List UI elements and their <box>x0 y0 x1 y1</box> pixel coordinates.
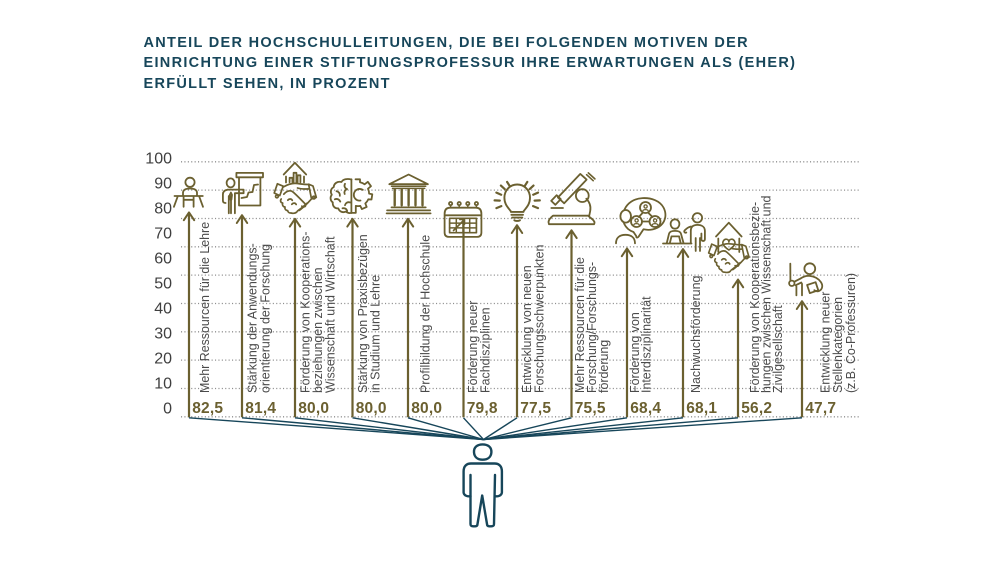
svg-text:80,0: 80,0 <box>356 400 387 417</box>
svg-text:70: 70 <box>154 225 172 242</box>
svg-text:80,0: 80,0 <box>411 400 442 417</box>
svg-text:Interdisziplinarität: Interdisziplinarität <box>639 296 654 393</box>
svg-text:Mehr Ressourcen für die Lehre: Mehr Ressourcen für die Lehre <box>197 222 212 393</box>
svg-text:Mehr Ressourcen für die: Mehr Ressourcen für die <box>572 257 587 393</box>
svg-text:hungen zwischen Wissenschaft u: hungen zwischen Wissenschaft und <box>758 196 773 393</box>
svg-text:Förderung von Kooperations-: Förderung von Kooperations- <box>298 232 313 394</box>
svg-text:Wissenschaft und Wirtschaft: Wissenschaft und Wirtschaft <box>323 236 338 393</box>
svg-text:56,2: 56,2 <box>741 400 772 417</box>
svg-text:50: 50 <box>154 275 172 292</box>
svg-text:0: 0 <box>163 400 172 417</box>
svg-text:82,5: 82,5 <box>192 400 223 417</box>
svg-text:orientierung der Forschung: orientierung der Forschung <box>258 244 273 393</box>
svg-text:10: 10 <box>154 375 172 392</box>
svg-text:60: 60 <box>154 250 172 267</box>
svg-text:Förderung neuer: Förderung neuer <box>465 300 480 393</box>
svg-text:Entwicklung neuer: Entwicklung neuer <box>818 291 833 393</box>
svg-text:Förderung von: Förderung von <box>627 312 642 393</box>
svg-text:Profilbildung der Hochschule: Profilbildung der Hochschule <box>418 235 433 393</box>
svg-text:68,1: 68,1 <box>686 400 717 417</box>
svg-text:79,8: 79,8 <box>467 400 498 417</box>
svg-text:47,7: 47,7 <box>805 400 836 417</box>
svg-text:77,5: 77,5 <box>520 400 551 417</box>
svg-text:40: 40 <box>154 300 172 317</box>
svg-text:75,5: 75,5 <box>575 400 606 417</box>
svg-text:Fachdisziplinen: Fachdisziplinen <box>478 307 493 393</box>
svg-text:Förderung von Kooperationsbezi: Förderung von Kooperationsbezie- <box>747 202 762 393</box>
svg-text:80: 80 <box>154 200 172 217</box>
svg-text:68,4: 68,4 <box>630 400 661 417</box>
svg-text:Zivilgesellschaft: Zivilgesellschaft <box>770 305 785 393</box>
svg-text:förderung: förderung <box>596 340 611 393</box>
svg-text:30: 30 <box>154 325 172 342</box>
svg-text:81,4: 81,4 <box>245 400 276 417</box>
svg-text:(z.B. Co-Professuren): (z.B. Co-Professuren) <box>843 273 858 393</box>
svg-text:Forschung/Forschungs-: Forschung/Forschungs- <box>584 262 599 393</box>
svg-text:in Studium und Lehre: in Studium und Lehre <box>368 275 383 393</box>
svg-text:Stellenkategorien: Stellenkategorien <box>830 297 845 393</box>
svg-text:90: 90 <box>154 175 172 192</box>
svg-text:100: 100 <box>145 150 172 167</box>
svg-text:Forschungsschwerpunkten: Forschungsschwerpunkten <box>532 245 547 393</box>
svg-text:Stärkung von Praxisbezügen: Stärkung von Praxisbezügen <box>355 234 370 393</box>
svg-text:20: 20 <box>154 350 172 367</box>
svg-text:80,0: 80,0 <box>298 400 329 417</box>
svg-text:Nachwuchsförderung: Nachwuchsförderung <box>688 276 703 393</box>
svg-text:Stärkung der Anwendungs-: Stärkung der Anwendungs- <box>245 243 260 393</box>
svg-text:beziehungen zwischen: beziehungen zwischen <box>310 267 325 393</box>
svg-text:Entwicklung von neuen: Entwicklung von neuen <box>519 265 534 393</box>
